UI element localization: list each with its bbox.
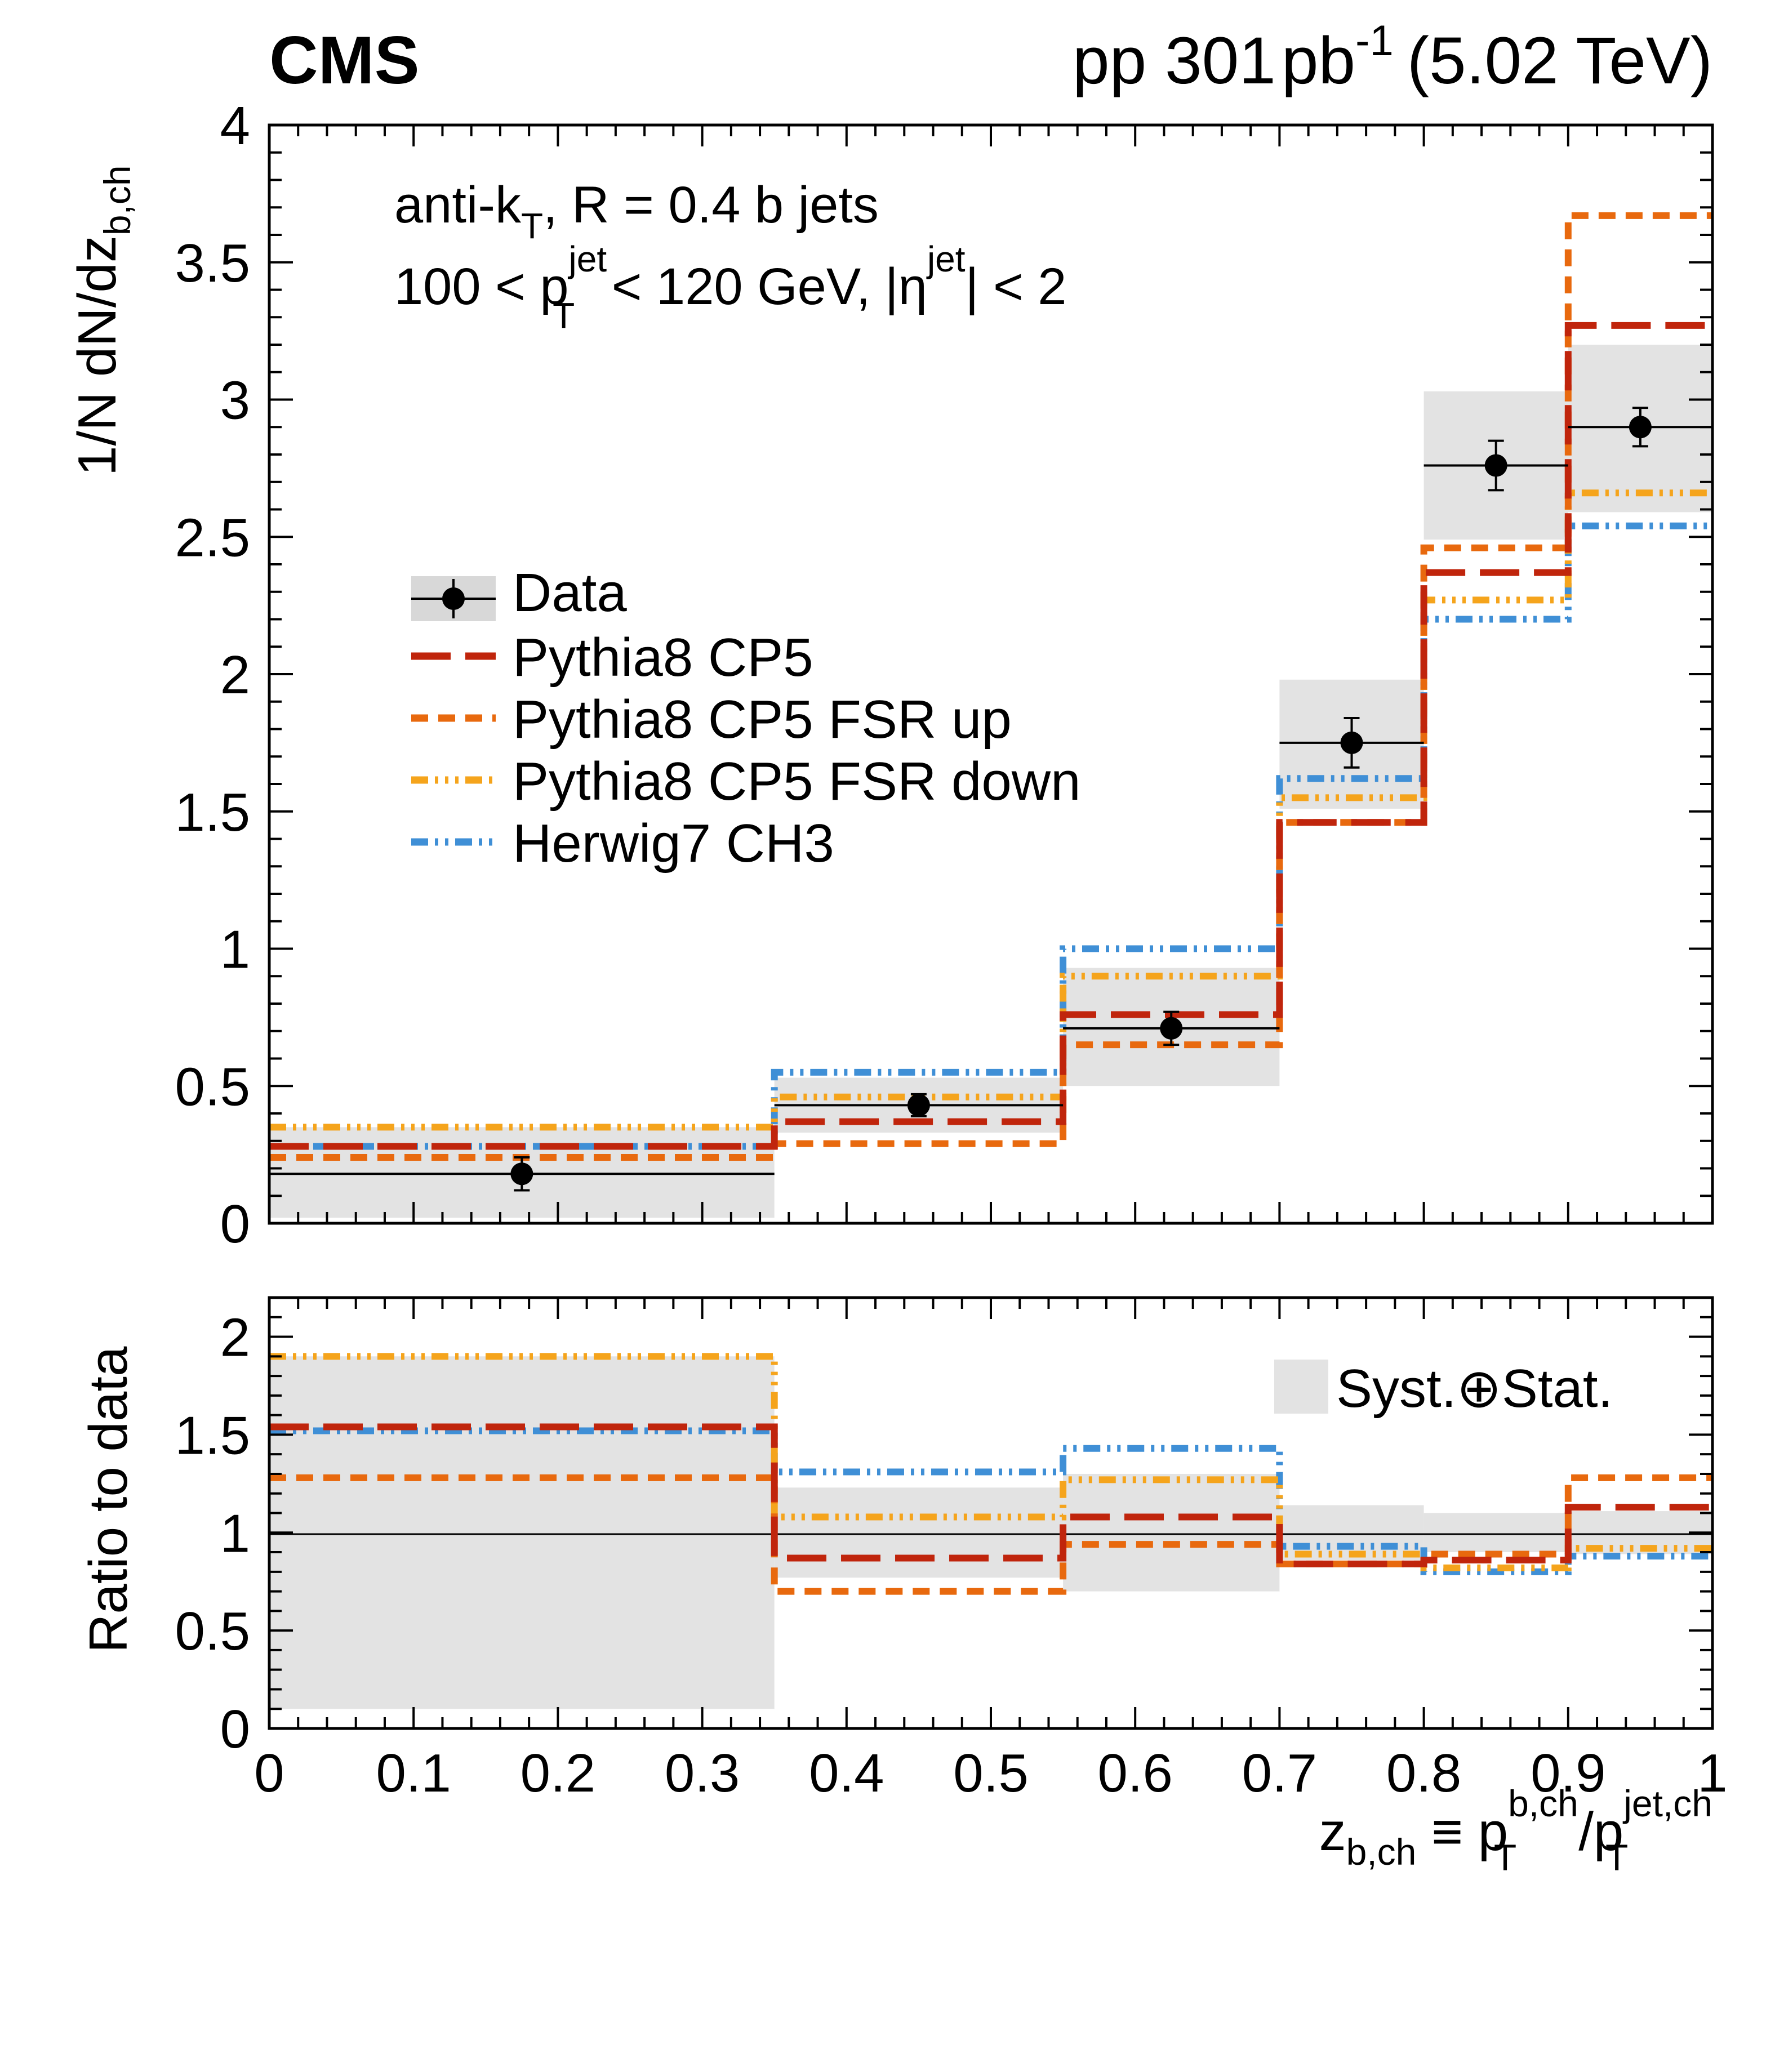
ratio-band-bin-1 bbox=[774, 1487, 1064, 1578]
legend-label-fsr-up: Pythia8 CP5 FSR up bbox=[513, 689, 1012, 750]
data-point-4 bbox=[1484, 454, 1507, 477]
ratio-syst-bands bbox=[269, 1356, 1712, 1709]
y-tick-label: 3 bbox=[220, 371, 250, 431]
y-tick-label: 0.5 bbox=[175, 1057, 250, 1117]
ratio-legend-label: Syst.⊕Stat. bbox=[1336, 1358, 1613, 1419]
legend-entry-fsr-up: Pythia8 CP5 FSR up bbox=[411, 689, 1012, 750]
data-point-2 bbox=[1160, 1017, 1183, 1040]
x-tick-label: 0.5 bbox=[953, 1743, 1028, 1803]
ratio-y-axis-title: Ratio to data bbox=[78, 1346, 139, 1653]
y-tick-label: 1 bbox=[220, 1503, 250, 1563]
y-tick-label: 1.5 bbox=[175, 1405, 250, 1465]
top-y-axis-title: 1/N dN/dzb,ch bbox=[67, 165, 138, 476]
top-data-points bbox=[269, 407, 1712, 1192]
x-tick-label: 0.9 bbox=[1531, 1743, 1605, 1803]
y-tick-label: 1 bbox=[220, 920, 250, 980]
legend-label-fsr-down: Pythia8 CP5 FSR down bbox=[513, 751, 1080, 812]
legend-label-data: Data bbox=[513, 563, 627, 623]
y-tick-label: 0 bbox=[220, 1194, 250, 1254]
data-point-0 bbox=[510, 1162, 533, 1186]
legend-label-pythia: Pythia8 CP5 bbox=[513, 627, 813, 688]
x-tick-label: 0.4 bbox=[809, 1743, 884, 1803]
ratio-line-pythia8-cp5 bbox=[269, 1423, 1712, 1567]
legend-entry-herwig: Herwig7 CH3 bbox=[411, 813, 834, 874]
ratio-band-bin-2 bbox=[1063, 1473, 1280, 1592]
x-axis-title: zb,ch ≡ pb,ch T/pjet,ch T bbox=[1319, 1783, 1712, 1878]
jet-algorithm-label: anti-kT, R = 0.4 b jets bbox=[394, 176, 879, 246]
ratio-panel: 0 0.5 1 1.5 2 0 0.1 0.2 0.3 0.4 0.5 0.6 0.7 0.8 0.9 1 S… bbox=[175, 1296, 1728, 1803]
x-tick-label: 0 bbox=[254, 1743, 284, 1803]
legend-data-marker bbox=[442, 587, 465, 610]
top-axis-ticks: 0 0.5 1 1.5 2 2.5 3 3.5 4 bbox=[175, 96, 1714, 1254]
legend-label-herwig: Herwig7 CH3 bbox=[513, 813, 834, 874]
y-tick-label: 2 bbox=[220, 645, 250, 705]
y-tick-label: 1.5 bbox=[175, 782, 250, 843]
ratio-axis-ticks: 0 0.5 1 1.5 2 0 0.1 0.2 0.3 0.4 0.5 0.6 0.7 0.8 0.9 1 bbox=[175, 1296, 1728, 1803]
x-tick-label: 0.7 bbox=[1242, 1743, 1317, 1803]
lumi-label: pp 301pb-1 (5.02 TeV) bbox=[1073, 17, 1712, 98]
kinematic-selection-label: 100 < pjet T < 120 GeV, |ηjet| < 2 bbox=[394, 239, 1066, 336]
y-tick-label: 0 bbox=[220, 1699, 250, 1759]
x-tick-label: 0.3 bbox=[665, 1743, 740, 1803]
main-distribution-panel: 0 0.5 1 1.5 2 2.5 3 3.5 4 anti-kT, R = 0.4 b jet… bbox=[175, 96, 1714, 1254]
legend-entry-pythia: Pythia8 CP5 bbox=[411, 627, 813, 688]
x-tick-label: 1 bbox=[1697, 1743, 1727, 1803]
top-mc-histograms bbox=[269, 212, 1712, 1161]
y-tick-label: 2.5 bbox=[175, 507, 250, 568]
data-point-5 bbox=[1629, 416, 1652, 439]
legend-entry-fsr-down: Pythia8 CP5 FSR down bbox=[411, 751, 1080, 812]
mc-line-pythia8-cp5 bbox=[269, 322, 1712, 1150]
data-point-1 bbox=[907, 1094, 930, 1117]
cms-label: CMS bbox=[269, 23, 420, 98]
ratio-mc-histograms bbox=[269, 1353, 1712, 1595]
y-tick-label: 0.5 bbox=[175, 1601, 250, 1661]
mc-line-pythia8-cp5-fsr-up bbox=[269, 212, 1712, 1161]
legend: Data Pythia8 CP5 Pythia8 CP5 FSR up Pyth… bbox=[411, 563, 1080, 874]
ratio-legend: Syst.⊕Stat. bbox=[1274, 1358, 1613, 1419]
y-tick-label: 2 bbox=[220, 1308, 250, 1368]
y-tick-label: 3.5 bbox=[175, 233, 250, 293]
x-tick-label: 0.6 bbox=[1097, 1743, 1172, 1803]
x-tick-label: 0.2 bbox=[521, 1743, 595, 1803]
ratio-band-bin-4 bbox=[1423, 1513, 1568, 1553]
x-tick-label: 0.8 bbox=[1386, 1743, 1461, 1803]
legend-entry-data: Data bbox=[411, 563, 627, 623]
ratio-legend-swatch bbox=[1274, 1360, 1328, 1414]
x-tick-label: 0.1 bbox=[376, 1743, 451, 1803]
ratio-band-bin-0 bbox=[269, 1356, 775, 1709]
y-tick-label: 4 bbox=[220, 96, 250, 156]
data-point-3 bbox=[1340, 731, 1363, 754]
